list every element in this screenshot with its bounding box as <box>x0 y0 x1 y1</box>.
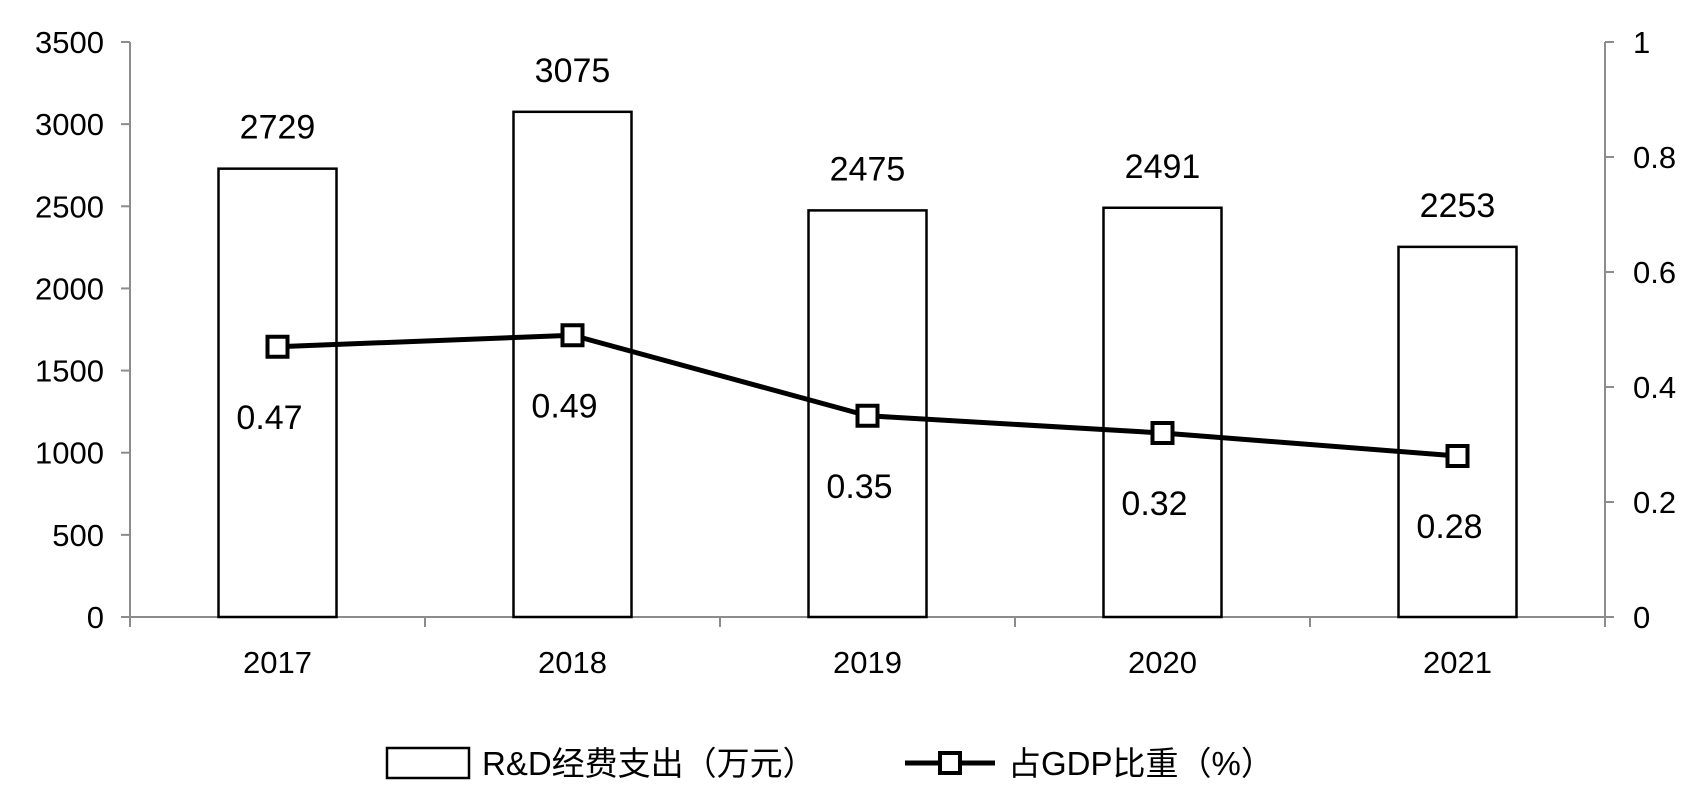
line-value-label: 0.47 <box>236 399 302 437</box>
left-y-tick-label: 2500 <box>35 189 104 224</box>
legend-line-marker <box>938 751 962 775</box>
bar <box>1102 206 1223 619</box>
left-y-tick-label: 3500 <box>35 25 104 60</box>
line-series <box>265 323 1470 468</box>
line-marker <box>1445 444 1470 468</box>
line-value-label: 0.49 <box>531 387 597 425</box>
legend-bar-label: R&D经费支出（万元） <box>482 745 816 782</box>
bar <box>512 110 633 619</box>
left-y-tick-label: 3000 <box>35 107 104 142</box>
right-y-tick-label: 0.2 <box>1633 485 1676 520</box>
x-tick-label: 2020 <box>1128 645 1197 680</box>
axes: 0 500 1000 1500 2000 2500 3000 3500 0 0.2 0.4 0.6 0.… <box>35 25 1676 680</box>
line-marker <box>1150 421 1175 445</box>
line-value-label: 0.32 <box>1121 485 1187 523</box>
data-labels: 2729 3075 2475 2491 2253 0.47 0.49 0.35 0.32 0.28 <box>236 52 1495 546</box>
x-tick-label: 2021 <box>1423 645 1492 680</box>
bar-value-label: 2253 <box>1420 187 1496 225</box>
line-marker <box>560 323 585 348</box>
legend-bar-swatch <box>385 746 471 780</box>
line-value-label: 0.28 <box>1416 508 1482 546</box>
bar <box>1397 245 1518 619</box>
left-y-tick-label: 2000 <box>35 271 104 306</box>
right-y-tick-label: 1 <box>1633 25 1650 60</box>
left-y-tick-label: 500 <box>52 518 104 553</box>
right-y-tick-label: 0.4 <box>1633 370 1676 405</box>
right-y-tick-label: 0.8 <box>1633 140 1676 175</box>
bar-series <box>217 110 1518 619</box>
line-marker <box>265 334 290 359</box>
legend-line-label: 占GDP比重（%） <box>1008 745 1274 782</box>
right-y-tick-label: 0.6 <box>1633 255 1676 290</box>
x-tick-label: 2018 <box>538 645 607 680</box>
bar <box>217 167 338 619</box>
x-tick-label: 2017 <box>243 645 312 680</box>
bar-value-label: 2491 <box>1125 148 1201 186</box>
left-y-tick-label: 1500 <box>35 354 104 389</box>
left-y-tick-label: 0 <box>87 600 104 635</box>
bar-value-label: 3075 <box>535 52 611 90</box>
x-tick-label: 2019 <box>833 645 902 680</box>
bar-value-label: 2729 <box>240 109 316 147</box>
bar-value-label: 2475 <box>830 150 906 188</box>
line-marker <box>855 403 880 428</box>
legend: R&D经费支出（万元） 占GDP比重（%） <box>385 745 1274 782</box>
line-value-label: 0.35 <box>826 468 892 506</box>
left-y-tick-label: 1000 <box>35 436 104 471</box>
right-y-tick-label: 0 <box>1633 600 1650 635</box>
